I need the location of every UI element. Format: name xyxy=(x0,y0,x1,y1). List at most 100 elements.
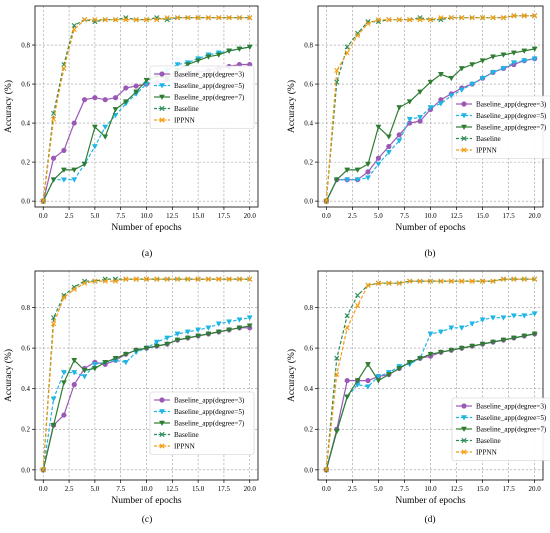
data-point xyxy=(355,32,361,38)
data-point xyxy=(123,85,129,91)
series-5 xyxy=(323,276,538,473)
x-tick-label: 12.5 xyxy=(450,485,463,493)
data-point xyxy=(396,17,402,23)
panel-1: 0.0 2.5 5.0 7.5 10.0 12.5 15.0 17.5 20.0 0.0 0.2 0.… xyxy=(3,5,259,259)
series-5 xyxy=(40,276,253,473)
data-point xyxy=(469,321,476,327)
legend-marker xyxy=(461,113,467,119)
x-tick-label: 5.0 xyxy=(91,212,100,220)
data-point xyxy=(195,327,202,333)
data-point xyxy=(123,17,129,23)
x-tick-label: 7.5 xyxy=(400,212,409,220)
x-tick-label: 17.5 xyxy=(503,485,516,493)
legend-label: Baseline_app(degree=7) xyxy=(174,94,245,102)
data-point xyxy=(417,114,424,121)
data-point xyxy=(396,280,402,286)
y-tick-label: 0.2 xyxy=(21,426,30,434)
data-point xyxy=(479,75,486,82)
legend-marker xyxy=(159,409,165,415)
data-point xyxy=(458,66,465,72)
data-point xyxy=(344,50,350,56)
x-tick-label: 20.0 xyxy=(529,212,542,220)
data-point xyxy=(365,175,371,181)
data-point xyxy=(479,341,486,348)
data-point xyxy=(510,335,517,342)
y-tick-label: 0.8 xyxy=(21,304,30,312)
data-point xyxy=(71,286,77,292)
x-tick-label: 20.0 xyxy=(244,485,257,493)
legend-marker xyxy=(461,426,467,433)
x-tick-label: 15.0 xyxy=(192,212,205,220)
legend: Baseline_app(degree=3) Baseline_app(degre… xyxy=(149,65,255,129)
data-point xyxy=(112,107,119,113)
legend-box xyxy=(451,95,550,159)
legend-marker xyxy=(159,105,165,112)
data-point xyxy=(334,371,340,378)
y-tick-label: 0.0 xyxy=(304,198,313,206)
x-tick-label: 0.0 xyxy=(322,485,331,493)
x-tick-label: 17.5 xyxy=(218,212,231,220)
x-tick-label: 5.0 xyxy=(374,485,383,493)
y-tick-label: 0.8 xyxy=(304,41,313,49)
data-point xyxy=(164,335,171,342)
data-point xyxy=(71,177,78,183)
legend-label: Baseline xyxy=(174,105,199,113)
data-point xyxy=(215,321,222,327)
data-point xyxy=(438,15,444,21)
data-point xyxy=(60,167,67,173)
y-tick-label: 0.0 xyxy=(21,198,30,206)
panel-caption: (c) xyxy=(142,514,153,525)
data-point xyxy=(500,66,507,72)
data-point xyxy=(500,15,506,21)
x-tick-label: 15.0 xyxy=(476,485,489,493)
data-point xyxy=(510,313,517,319)
x-axis-label: Number of epochs xyxy=(395,222,465,233)
legend-label: IPPNN xyxy=(476,449,498,457)
data-point xyxy=(50,177,57,183)
x-axis-label: Number of epochs xyxy=(111,495,181,506)
x-tick-label: 17.5 xyxy=(218,485,231,493)
x-axis-label: Number of epochs xyxy=(395,495,465,506)
data-point xyxy=(133,276,139,282)
data-point xyxy=(154,276,160,282)
legend-label: Baseline xyxy=(476,135,501,143)
data-point xyxy=(427,278,434,284)
legend: Baseline_app(degree=3) Baseline_app(degre… xyxy=(149,391,255,455)
data-point xyxy=(344,313,350,319)
data-point xyxy=(344,167,351,173)
data-point xyxy=(123,276,129,282)
x-tick-label: 0.0 xyxy=(39,485,48,493)
data-point xyxy=(406,99,413,105)
data-point xyxy=(61,412,67,418)
data-point xyxy=(500,315,507,321)
x-tick-label: 15.0 xyxy=(192,485,205,493)
data-point xyxy=(448,93,455,99)
data-point xyxy=(375,17,381,23)
x-tick-label: 20.0 xyxy=(529,485,542,493)
data-point xyxy=(365,169,371,175)
x-tick-label: 7.5 xyxy=(116,212,125,220)
legend-label: Baseline_app(degree=3) xyxy=(476,101,547,109)
data-point xyxy=(417,355,424,362)
data-point xyxy=(521,276,527,282)
legend-label: Baseline_app(degree=3) xyxy=(174,397,245,405)
data-point xyxy=(375,280,381,286)
data-point xyxy=(480,278,486,284)
data-point xyxy=(71,120,77,126)
y-tick-label: 0.2 xyxy=(21,159,30,167)
data-point xyxy=(143,345,150,352)
data-point xyxy=(236,317,243,323)
data-point xyxy=(437,329,444,335)
data-point xyxy=(396,138,403,144)
y-tick-label: 0.2 xyxy=(304,426,313,434)
data-point xyxy=(448,347,455,354)
x-tick-label: 20.0 xyxy=(244,212,257,220)
data-point xyxy=(480,15,486,21)
legend-marker xyxy=(461,124,467,131)
data-point xyxy=(102,124,109,131)
panel-3: 0.0 2.5 5.0 7.5 10.0 12.5 15.0 17.5 20.0 0.0 0.2 0.… xyxy=(3,270,259,525)
data-point xyxy=(81,368,88,374)
x-tick-label: 15.0 xyxy=(476,212,489,220)
data-point xyxy=(195,58,202,64)
